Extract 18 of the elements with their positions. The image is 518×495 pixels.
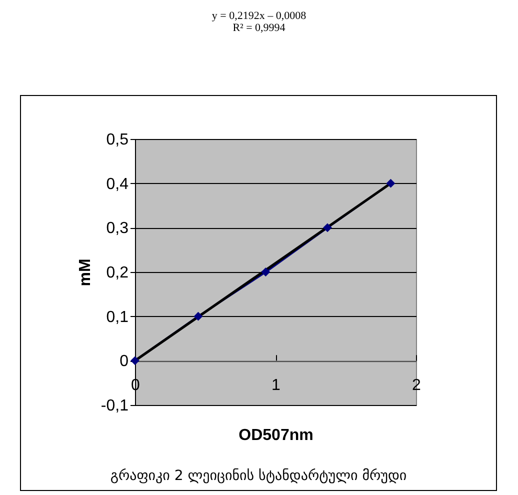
y-tick-label: 0,3 [106,220,129,238]
y-tick-label: 0,4 [106,176,129,193]
y-tick-label: 0,2 [106,264,129,282]
x-tick-label: 2 [412,377,422,394]
text: y = 0,2192x – 0,0008 [210,10,308,22]
y-tick-label: 0,1 [106,308,129,326]
point [323,223,332,232]
text: R² = 0,9994 [232,22,286,34]
y-tick-label: -0,1 [100,398,129,414]
point [194,312,203,321]
y-axis-title: mM [76,258,94,286]
point [386,178,396,188]
y-tick-label: 0,5 [106,132,129,148]
text: გრაფიკი 2 ლეიცინის სტანდარტული მრუდი [109,468,408,484]
x-tick-label: 1 [272,377,281,394]
y-tick-label: 0 [120,353,129,370]
x-axis-title: OD507nm [238,427,314,444]
point [261,268,270,276]
